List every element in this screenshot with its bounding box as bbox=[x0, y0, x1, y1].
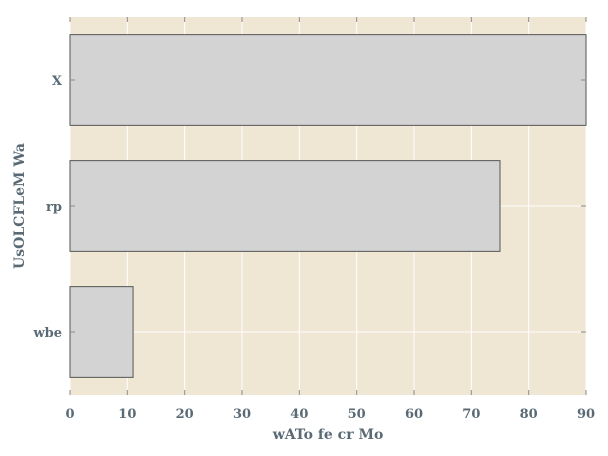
x-tick-label: 20 bbox=[176, 407, 194, 422]
x-tick-label: 70 bbox=[462, 407, 480, 422]
x-tick-label: 40 bbox=[290, 407, 308, 422]
x-tick-label: 50 bbox=[348, 407, 366, 422]
y-axis-ticks: Xrp wbe bbox=[32, 74, 586, 341]
bar-X bbox=[69, 34, 587, 126]
x-tick-label: 0 bbox=[65, 407, 74, 422]
x-tick-label: 10 bbox=[118, 407, 136, 422]
x-tick-label: 60 bbox=[405, 407, 423, 422]
x-axis-title: wATo fe cr Mo bbox=[272, 427, 384, 443]
bars bbox=[69, 34, 587, 378]
x-tick-label: 30 bbox=[233, 407, 251, 422]
y-tick-label: X bbox=[52, 74, 63, 89]
x-axis-ticks: 0 10 20 30 40 50 60 70 80 90 bbox=[65, 17, 595, 422]
y-tick-label: wbe bbox=[32, 326, 62, 341]
x-tick-label: 90 bbox=[577, 407, 595, 422]
y-tick-label: rp bbox=[46, 200, 62, 215]
bar-wbe bbox=[69, 286, 134, 378]
y-axis-title: UsOLCFLeM Wa bbox=[12, 143, 28, 269]
x-tick-label: 80 bbox=[520, 407, 538, 422]
bar-rp bbox=[69, 160, 501, 252]
